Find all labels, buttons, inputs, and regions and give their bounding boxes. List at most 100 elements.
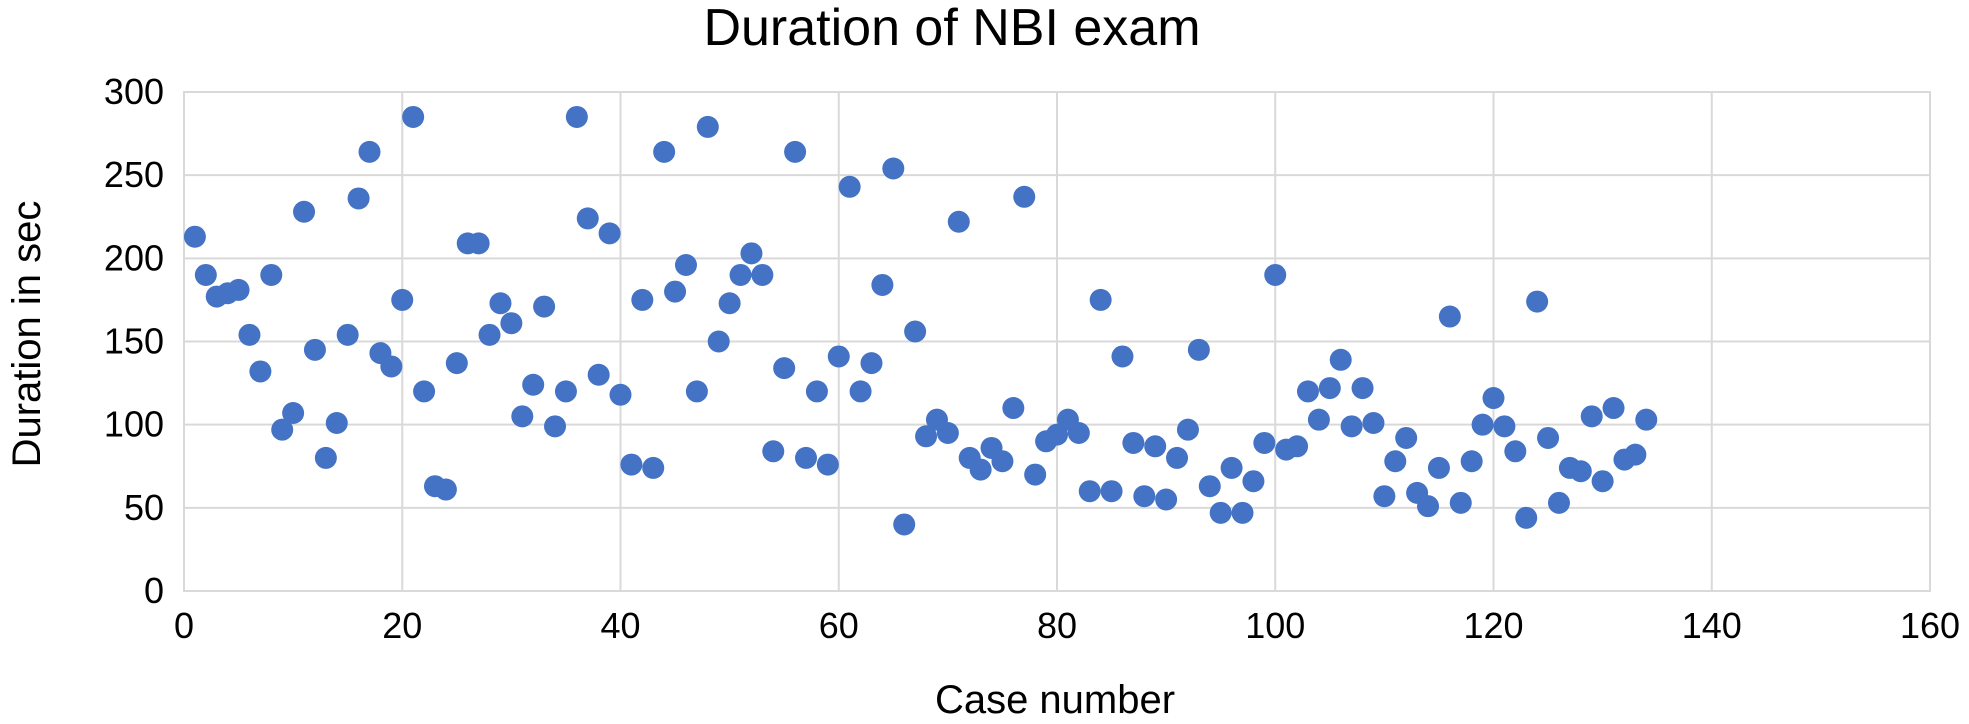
x-tick-label: 80 [1037,605,1077,646]
data-point [805,380,828,403]
x-tick-label: 140 [1682,605,1742,646]
data-point [718,292,741,315]
data-point [227,278,250,301]
data-point [238,323,261,346]
data-point [620,453,643,476]
data-point [860,352,883,375]
data-point [1504,440,1527,463]
data-point [1067,421,1090,444]
data-point [969,458,992,481]
data-point [1449,491,1472,514]
data-point [893,513,916,536]
data-point [1296,380,1319,403]
data-point [413,380,436,403]
data-point [729,263,752,286]
data-point [533,295,556,318]
x-tick-label: 160 [1900,605,1960,646]
data-point [1253,431,1276,454]
data-point [1100,480,1123,503]
data-point [1111,345,1134,368]
data-point [1002,397,1025,420]
data-point [642,456,665,479]
x-tick-label: 60 [819,605,859,646]
data-point [489,292,512,315]
data-point [1089,288,1112,311]
data-point [904,320,927,343]
data-point [1013,185,1036,208]
data-point [947,210,970,233]
data-point [1602,397,1625,420]
data-point [915,425,938,448]
data-point [1515,506,1538,529]
data-point [1242,470,1265,493]
data-point [445,352,468,375]
data-point [1133,485,1156,508]
data-point [816,453,839,476]
x-tick-label: 100 [1245,605,1305,646]
data-point [740,242,763,265]
data-point [827,345,850,368]
data-point [1078,480,1101,503]
data-point [1471,413,1494,436]
data-point [1591,470,1614,493]
data-point [1580,405,1603,428]
data-point [1537,426,1560,449]
data-point [554,380,577,403]
data-point [544,415,567,438]
data-point [587,363,610,386]
data-point [1427,456,1450,479]
data-point [773,357,796,380]
data-point [1340,415,1363,438]
data-point [293,200,316,223]
data-point [609,383,632,406]
data-points [183,105,1658,536]
x-tick-label: 0 [174,605,194,646]
data-point [336,323,359,346]
data-point [1460,450,1483,473]
data-point [991,450,1014,473]
data-point [565,105,588,128]
data-point [511,405,534,428]
data-point [696,115,719,138]
data-point [849,380,872,403]
data-point [1384,450,1407,473]
data-point [1231,501,1254,524]
data-point [1024,463,1047,486]
data-point [664,280,687,303]
data-point [1624,443,1647,466]
data-point [674,253,697,276]
y-axis-label: Duration in sec [5,201,49,468]
data-point [1144,435,1167,458]
y-tick-label: 50 [124,487,164,528]
data-point [1635,408,1658,431]
data-point [391,288,414,311]
y-tick-label: 300 [104,71,164,112]
data-point [795,446,818,469]
data-point [871,273,894,296]
y-tick-label: 250 [104,154,164,195]
data-point [522,373,545,396]
x-axis-label: Case number [935,678,1175,722]
data-point [1482,387,1505,410]
data-point [1351,377,1374,400]
data-point [271,418,294,441]
data-point [1395,426,1418,449]
data-point [194,263,217,286]
y-tick-label: 200 [104,237,164,278]
y-axis-ticks: 0 50 100 150 200 250 300 [104,71,164,611]
data-point [314,446,337,469]
data-point [1318,377,1341,400]
plot-area-border [183,91,1931,592]
data-point [467,232,490,255]
data-point [1220,456,1243,479]
data-point [347,187,370,210]
data-point [183,225,206,248]
x-tick-label: 20 [382,605,422,646]
data-point [1187,338,1210,361]
data-point [249,360,272,383]
data-point [500,312,523,335]
data-point [1198,475,1221,498]
data-point [1155,488,1178,511]
